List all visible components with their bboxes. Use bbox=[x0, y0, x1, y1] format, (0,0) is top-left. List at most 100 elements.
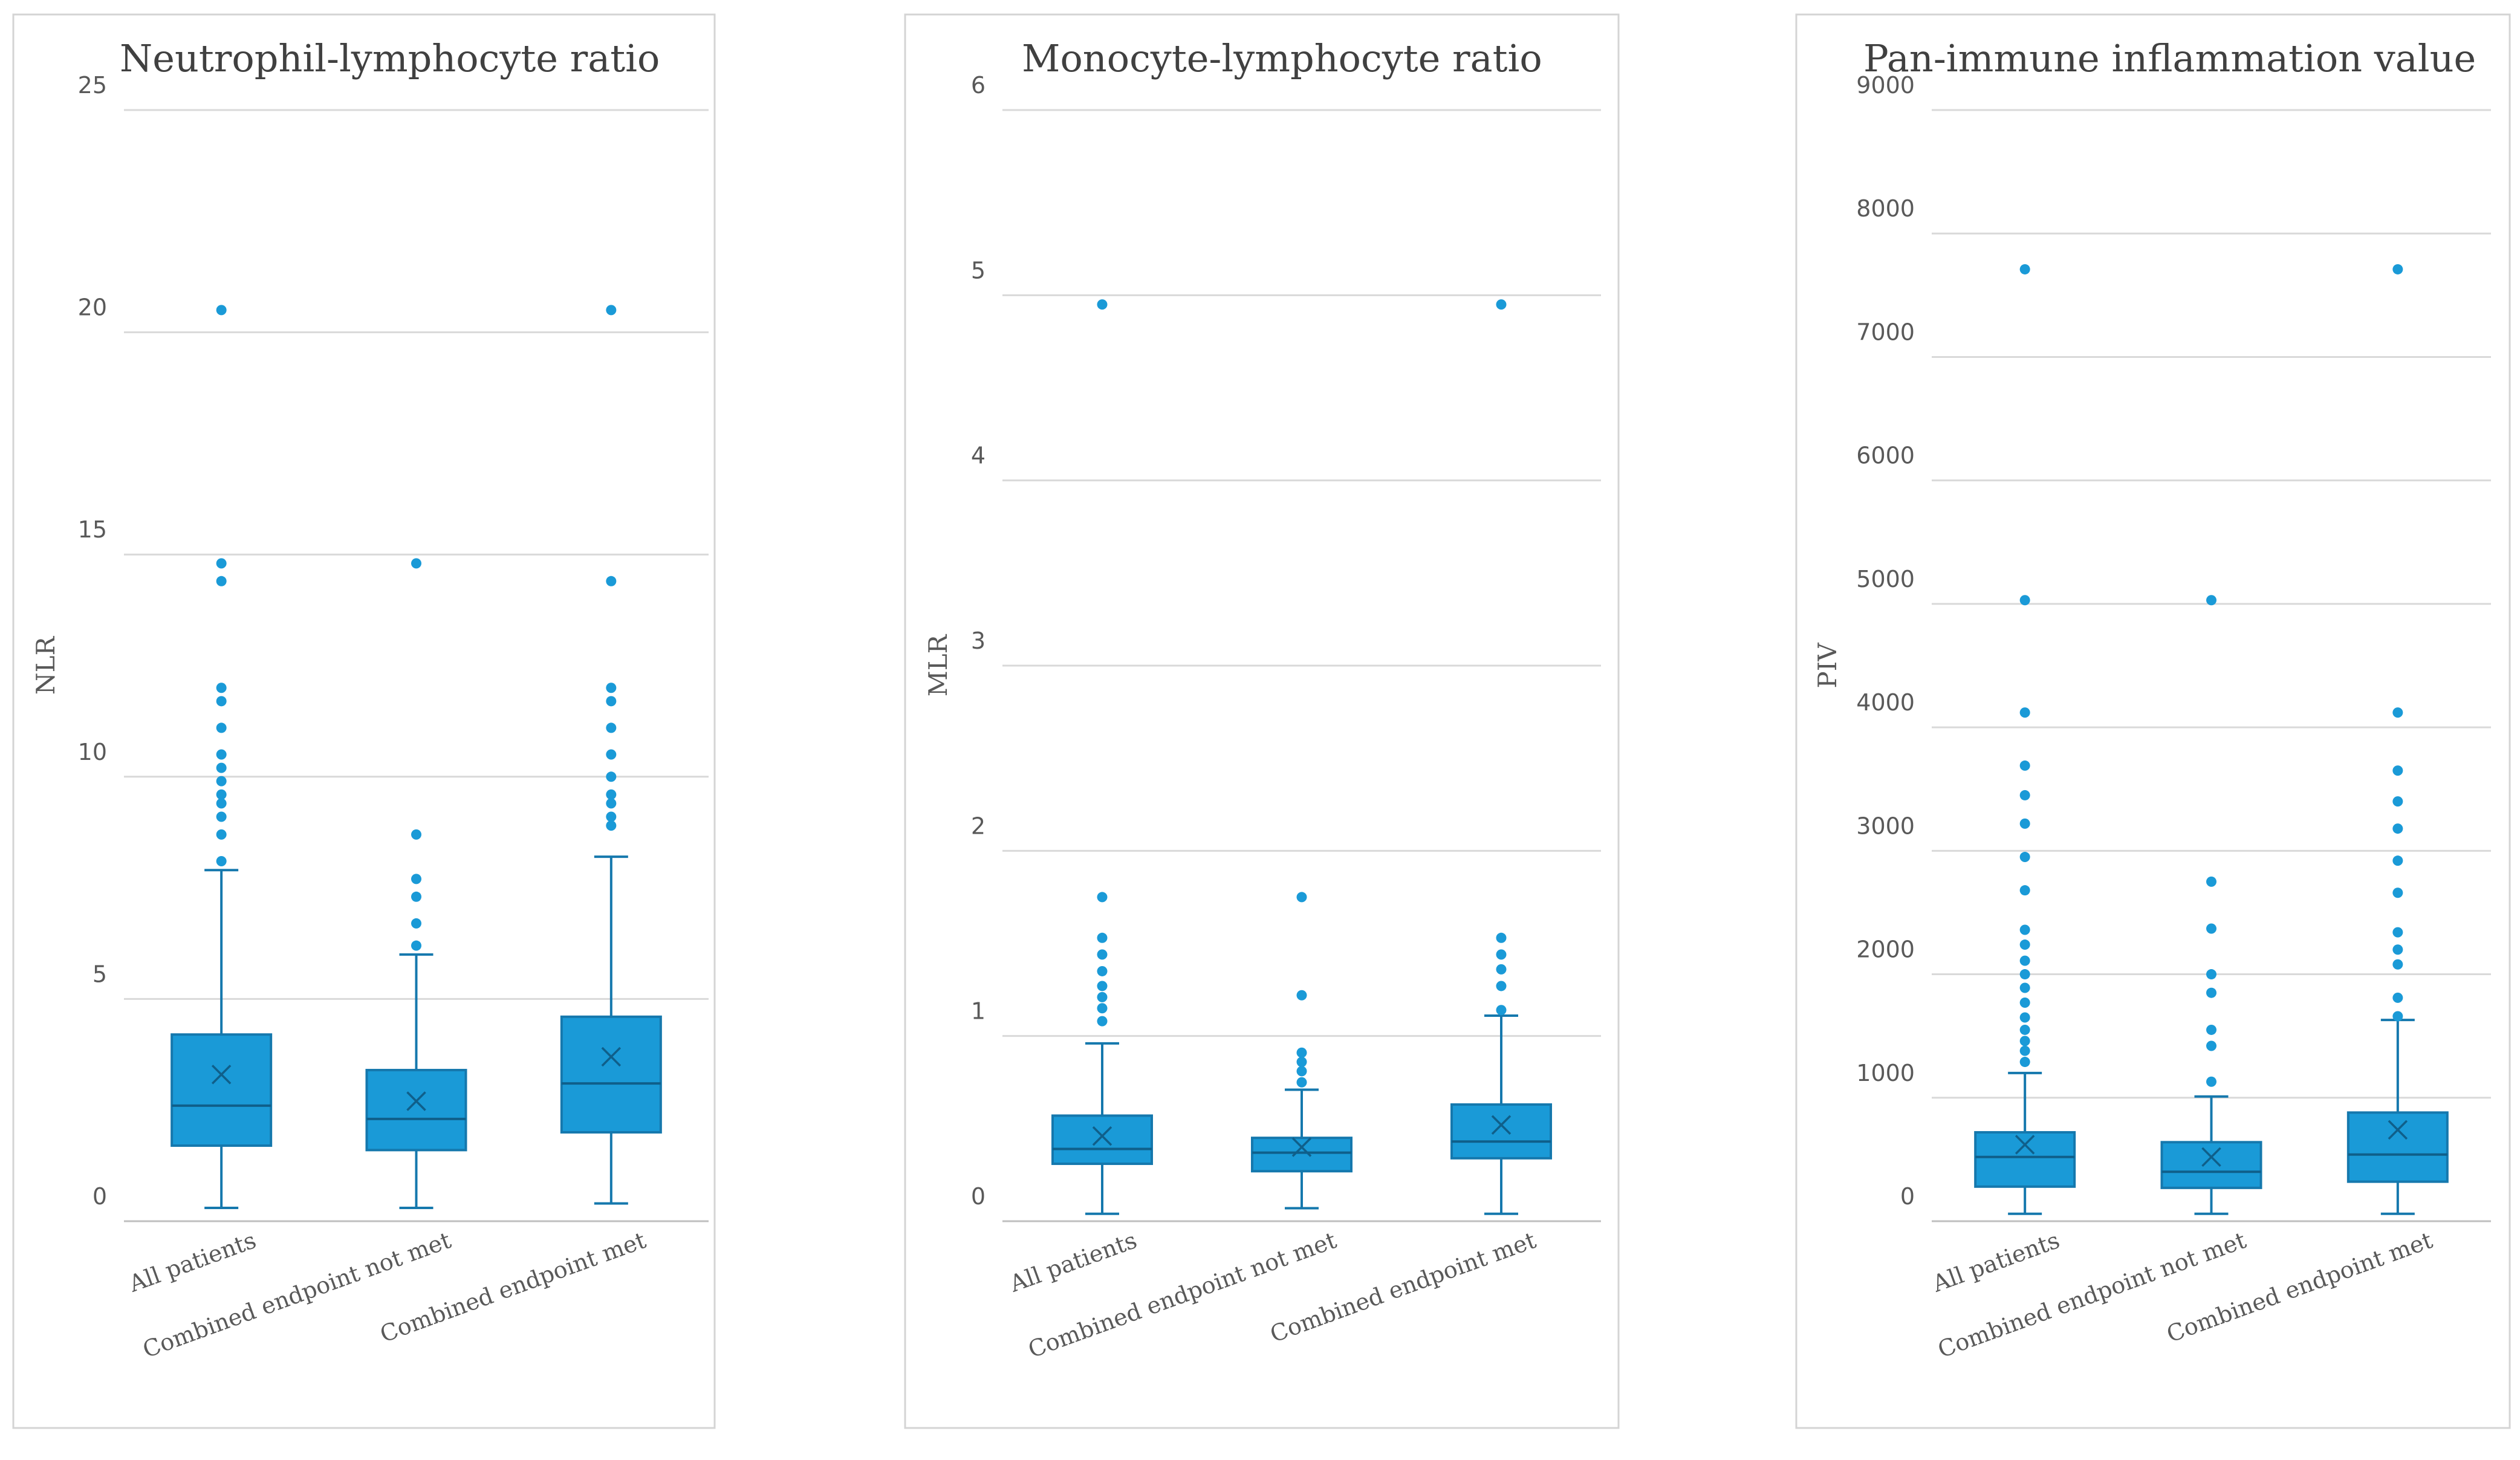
box-iqr bbox=[2346, 1111, 2449, 1183]
outlier-point bbox=[1097, 932, 1108, 943]
outlier-point bbox=[1496, 964, 1507, 975]
outlier-point bbox=[606, 576, 617, 586]
y-tick-label: 5 bbox=[93, 961, 107, 987]
y-tick-label: 20 bbox=[78, 294, 107, 321]
outlier-point bbox=[411, 891, 421, 902]
outlier-point bbox=[1496, 981, 1507, 991]
outlier-point bbox=[216, 789, 227, 800]
box-group-2 bbox=[1251, 892, 1353, 1210]
outlier-point bbox=[411, 829, 421, 840]
outlier-point bbox=[606, 820, 617, 831]
y-tick-label: 10 bbox=[78, 739, 107, 765]
mean-marker bbox=[1491, 1115, 1512, 1135]
outlier-point bbox=[1496, 949, 1507, 960]
outlier-point bbox=[1496, 1005, 1507, 1016]
outlier-point bbox=[2019, 264, 2030, 274]
mean-marker bbox=[1092, 1126, 1112, 1146]
outlier-point bbox=[216, 829, 227, 840]
box-iqr bbox=[1251, 1137, 1353, 1173]
outlier-point bbox=[411, 558, 421, 569]
y-tick-label: 3 bbox=[971, 628, 986, 654]
outlier-point bbox=[2019, 1057, 2030, 1068]
y-tick-label: 25 bbox=[78, 72, 107, 99]
outlier-point bbox=[411, 874, 421, 884]
y-tick-label: 2 bbox=[971, 813, 986, 839]
y-tick-label: 3000 bbox=[1856, 813, 1915, 839]
y-tick-label: 8000 bbox=[1856, 195, 1915, 222]
y-tick-label: 0 bbox=[93, 1183, 107, 1210]
box-iqr bbox=[170, 1033, 273, 1147]
box-group-3 bbox=[1450, 299, 1552, 1215]
outlier-point bbox=[2206, 595, 2216, 606]
outlier-point bbox=[2206, 1076, 2216, 1087]
box-group-3 bbox=[560, 305, 662, 1205]
outlier-point bbox=[1097, 299, 1108, 310]
outlier-point bbox=[216, 305, 227, 316]
y-tick-label: 1 bbox=[971, 998, 986, 1025]
outlier-point bbox=[1097, 1016, 1108, 1027]
mean-marker bbox=[211, 1065, 232, 1085]
outlier-point bbox=[2019, 707, 2030, 718]
outlier-point bbox=[1097, 892, 1108, 903]
mean-marker bbox=[1291, 1137, 1312, 1157]
outlier-point bbox=[1496, 299, 1507, 310]
outlier-point bbox=[606, 749, 617, 760]
outlier-point bbox=[1296, 1057, 1307, 1068]
chart-panel-3: Pan-immune inflammation value 0 1000 2000 30… bbox=[1795, 13, 2511, 1429]
mean-marker bbox=[2201, 1147, 2221, 1167]
box-iqr bbox=[1974, 1131, 2076, 1188]
y-tick-label: 5 bbox=[971, 257, 986, 284]
mean-marker bbox=[601, 1046, 622, 1067]
outlier-point bbox=[216, 762, 227, 773]
box-group-1 bbox=[170, 305, 273, 1209]
box-group-2 bbox=[365, 558, 467, 1209]
outlier-point bbox=[1296, 1066, 1307, 1077]
outlier-point bbox=[2392, 927, 2403, 938]
outlier-point bbox=[2019, 939, 2030, 950]
outlier-point bbox=[2206, 923, 2216, 934]
outlier-point bbox=[2206, 1040, 2216, 1051]
chart-title: Pan-immune inflammation value bbox=[1863, 36, 2476, 80]
outlier-point bbox=[2019, 790, 2030, 800]
outlier-point bbox=[1496, 932, 1507, 943]
outlier-point bbox=[216, 811, 227, 822]
y-tick-label: 0 bbox=[1900, 1183, 1915, 1210]
outlier-point bbox=[2392, 707, 2403, 718]
outlier-point bbox=[2392, 887, 2403, 898]
box-group-3 bbox=[2346, 264, 2449, 1215]
outlier-point bbox=[1296, 1047, 1307, 1058]
outlier-point bbox=[2019, 998, 2030, 1008]
outlier-point bbox=[1097, 981, 1108, 991]
chart-panel-1: Neutrophil-lymphocyte ratio 0 5 10 15 20 25 NLR… bbox=[12, 13, 716, 1429]
outlier-point bbox=[2206, 876, 2216, 887]
y-axis-label: MLR bbox=[923, 634, 953, 696]
outlier-point bbox=[606, 696, 617, 707]
panel-frame bbox=[904, 13, 1620, 1429]
outlier-point bbox=[1097, 991, 1108, 1002]
outlier-point bbox=[216, 749, 227, 760]
box-iqr bbox=[1450, 1103, 1552, 1160]
outlier-point bbox=[2206, 969, 2216, 980]
y-tick-label: 0 bbox=[971, 1183, 986, 1210]
outlier-point bbox=[2392, 823, 2403, 834]
y-tick-label: 2000 bbox=[1856, 936, 1915, 963]
outlier-point bbox=[2019, 924, 2030, 935]
outlier-point bbox=[2019, 852, 2030, 863]
outlier-point bbox=[216, 776, 227, 787]
y-tick-label: 4000 bbox=[1856, 689, 1915, 716]
outlier-point bbox=[2019, 955, 2030, 966]
outlier-point bbox=[2392, 959, 2403, 970]
y-tick-label: 6 bbox=[971, 72, 986, 99]
outlier-point bbox=[606, 683, 617, 693]
outlier-point bbox=[2019, 1036, 2030, 1046]
box-iqr bbox=[560, 1015, 662, 1134]
outlier-point bbox=[606, 789, 617, 800]
outlier-point bbox=[2019, 595, 2030, 606]
outlier-point bbox=[1097, 949, 1108, 960]
outlier-point bbox=[1296, 1077, 1307, 1088]
y-axis-label: NLR bbox=[31, 635, 60, 695]
y-tick-label: 9000 bbox=[1856, 72, 1915, 99]
chart-title: Neutrophil-lymphocyte ratio bbox=[120, 36, 660, 80]
